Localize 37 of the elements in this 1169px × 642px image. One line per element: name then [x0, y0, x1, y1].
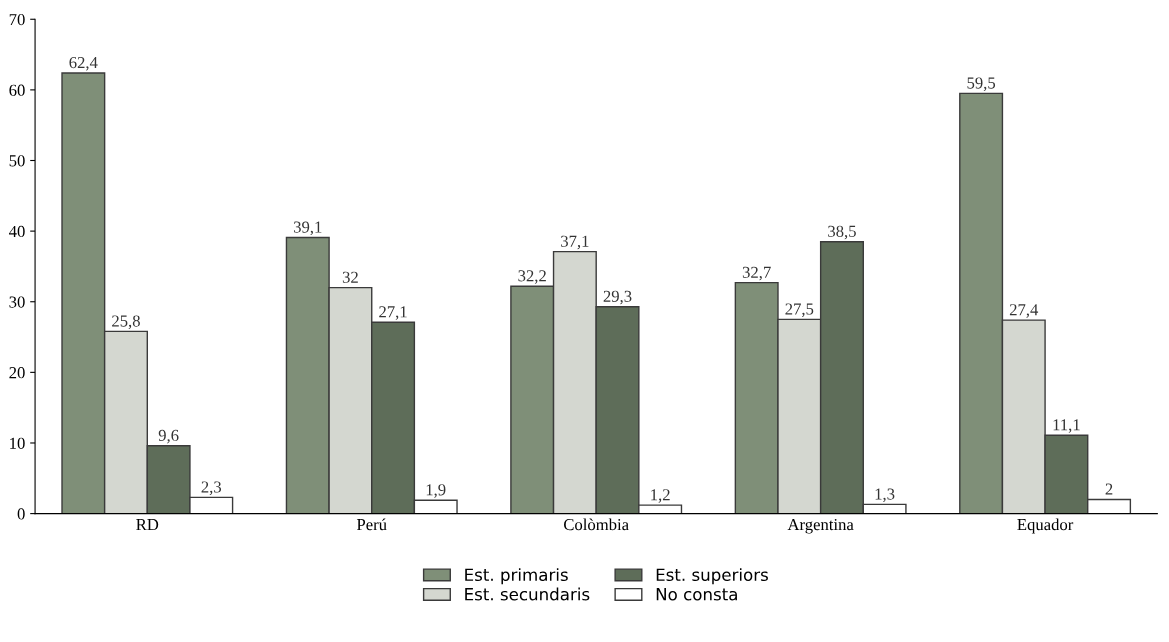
x-tick-label: RD [136, 519, 159, 531]
data-label: 37,1 [561, 235, 589, 250]
legend-label: Est. primaris [465, 568, 568, 585]
data-label: 32 [342, 271, 358, 283]
data-label: 9,6 [158, 429, 179, 444]
legend-label: No consta [656, 588, 737, 601]
data-label: 11,1 [1053, 419, 1080, 433]
data-label: 1,3 [875, 488, 895, 503]
y-tick-label: 60 [9, 84, 25, 96]
x-tick-label: Equador [1017, 518, 1074, 534]
data-label: 1,2 [651, 489, 670, 503]
data-label: 38,5 [828, 225, 856, 240]
x-tick-label: Perú [356, 518, 387, 531]
y-tick-label: 10 [10, 437, 25, 449]
data-label: 1,9 [426, 484, 446, 498]
data-label: 27,1 [379, 306, 407, 320]
data-label: 32,7 [742, 266, 771, 281]
data-label: 39,1 [293, 221, 322, 236]
data-label: 32,2 [518, 270, 546, 284]
y-tick-label: 40 [9, 225, 25, 238]
y-tick-label: 50 [9, 155, 25, 167]
y-tick-label: 30 [9, 296, 25, 308]
data-label: 59,5 [967, 77, 996, 92]
data-label: 29,3 [603, 290, 632, 305]
legend-label: Est. superiors [656, 568, 768, 585]
data-label: 62,4 [69, 56, 98, 71]
x-tick-label: Colòmbia [564, 518, 629, 531]
data-label: 2 [1105, 483, 1113, 495]
x-tick-label: Argentina [787, 518, 854, 534]
data-label: 25,8 [112, 315, 140, 330]
data-label: 2,3 [201, 481, 222, 495]
y-tick-label: 20 [9, 367, 25, 379]
data-label: 27,5 [785, 303, 814, 318]
y-tick-label: 0 [17, 508, 25, 520]
y-tick-label: 70 [9, 13, 25, 26]
data-label: 27,4 [1009, 304, 1039, 318]
legend-label: Est. secundaris [465, 587, 590, 601]
